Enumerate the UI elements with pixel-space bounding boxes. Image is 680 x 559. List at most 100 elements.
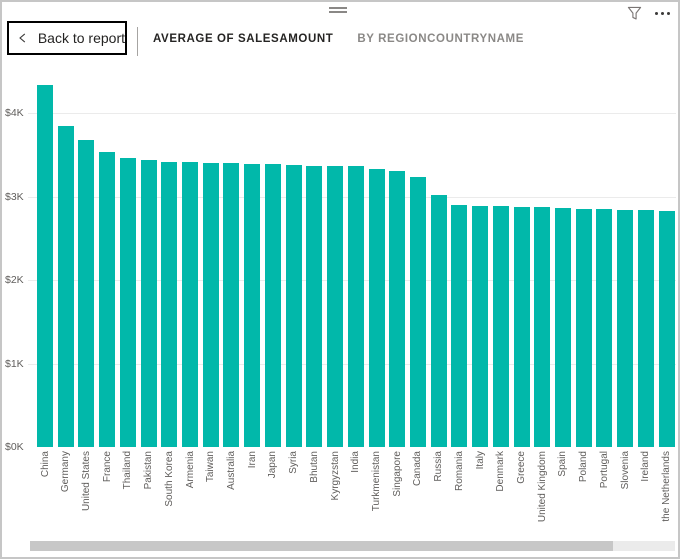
x-axis-label-germany: Germany xyxy=(60,451,72,493)
x-axis-label-the-netherlands: the Netherlands xyxy=(661,451,673,522)
ellipsis-glyph xyxy=(654,11,670,15)
bar-india[interactable] xyxy=(347,166,364,447)
x-axis-label-iran: Iran xyxy=(246,451,258,469)
x-axis-label-romania: Romania xyxy=(453,451,465,492)
x-axis-label-cell: Ireland xyxy=(638,451,654,535)
funnel-glyph xyxy=(627,6,641,19)
x-axis-label-cell: Greece xyxy=(514,451,530,535)
x-axis-label-italy: Italy xyxy=(474,451,486,470)
x-axis-label-kyrgyzstan: Kyrgyzstan xyxy=(329,451,341,501)
x-axis-label-turkmenistan: Turkmenistan xyxy=(371,451,382,512)
filter-icon[interactable] xyxy=(624,4,644,22)
x-axis-label-australia: Australia xyxy=(225,451,237,490)
x-axis-label-cell: Taiwan xyxy=(203,451,219,535)
x-axis-label-taiwan: Taiwan xyxy=(205,451,217,483)
bar-singapore[interactable] xyxy=(389,171,406,447)
bar-china[interactable] xyxy=(37,85,53,447)
bar-south-korea[interactable] xyxy=(161,161,178,447)
bar-portugal[interactable] xyxy=(596,209,613,447)
bar-syria[interactable] xyxy=(285,165,302,447)
bar-taiwan[interactable] xyxy=(202,162,219,447)
bar-canada[interactable] xyxy=(409,176,426,447)
x-axis-label-cell: India xyxy=(348,451,364,535)
x-axis-label-poland: Poland xyxy=(578,451,590,483)
title-divider xyxy=(137,27,138,56)
x-axis-label-spain: Spain xyxy=(557,451,569,477)
more-options-icon[interactable] xyxy=(652,4,672,22)
x-axis-label-united-states: United States xyxy=(80,451,92,512)
x-axis-label-pakistan: Pakistan xyxy=(143,451,155,490)
bar-japan[interactable] xyxy=(264,164,281,447)
drag-handle-icon[interactable] xyxy=(329,7,347,15)
x-axis-label-china: China xyxy=(39,451,51,478)
visual-title: AVERAGE OF SALESAMOUNT BY REGIONCOUNTRYN… xyxy=(153,33,524,45)
x-axis-label-japan: Japan xyxy=(267,451,279,479)
bar-russia[interactable] xyxy=(430,194,447,447)
x-axis-label-cell: Japan xyxy=(265,451,281,535)
gridline-$4K xyxy=(28,113,676,114)
bar-pakistan[interactable] xyxy=(140,160,157,447)
x-axis-label-cell: China xyxy=(37,451,53,535)
horizontal-scrollbar[interactable] xyxy=(30,541,675,551)
bar-france[interactable] xyxy=(99,152,116,447)
bar-armenia[interactable] xyxy=(182,162,199,447)
bar-the-netherlands[interactable] xyxy=(658,211,675,447)
x-axis-label-cell: United Kingdom xyxy=(534,451,550,535)
scrollbar-thumb[interactable] xyxy=(30,541,613,551)
x-axis-label-slovenia: Slovenia xyxy=(619,451,631,490)
y-axis-tick-label: $2K xyxy=(5,274,24,286)
x-axis-label-cell: Russia xyxy=(431,451,447,535)
x-axis-label-south-korea: South Korea xyxy=(163,451,175,507)
x-axis-label-cell: Thailand xyxy=(120,451,136,535)
title-grouping: BY REGIONCOUNTRYNAME xyxy=(357,33,525,45)
x-axis-label-united-kingdom: United Kingdom xyxy=(536,451,548,523)
y-axis-tick-label: $1K xyxy=(5,357,24,370)
x-axis-label-cell: Italy xyxy=(472,451,488,535)
bars-row xyxy=(37,60,675,447)
x-axis-label-cell: Spain xyxy=(555,451,571,535)
bar-iran[interactable] xyxy=(244,163,261,447)
bar-italy[interactable] xyxy=(472,205,489,447)
x-axis-label-cell: Pakistan xyxy=(141,451,157,535)
x-axis-label-portugal: Portugal xyxy=(598,451,610,489)
bar-australia[interactable] xyxy=(223,162,240,447)
x-axis-label-cell: Syria xyxy=(286,451,302,535)
x-axis-label-cell: Canada xyxy=(410,451,426,535)
bar-kyrgyzstan[interactable] xyxy=(327,166,344,447)
x-axis-label-cell: Denmark xyxy=(493,451,509,535)
bar-bhutan[interactable] xyxy=(306,165,323,447)
back-button-label: Back to report xyxy=(37,30,125,46)
x-axis-label-ireland: Ireland xyxy=(640,451,652,482)
x-axis-label-greece: Greece xyxy=(516,451,528,484)
x-axis-label-cell: Armenia xyxy=(182,451,198,535)
bar-spain[interactable] xyxy=(554,208,571,447)
x-axis-label-france: France xyxy=(101,451,113,483)
x-axis-label-cell: the Netherlands xyxy=(659,451,675,535)
bar-poland[interactable] xyxy=(575,208,592,447)
x-axis-label-thailand: Thailand xyxy=(122,451,134,490)
x-axis-label-denmark: Denmark xyxy=(495,451,507,492)
x-axis-label-cell: Poland xyxy=(576,451,592,535)
back-to-report-button[interactable]: Back to report xyxy=(7,21,127,55)
y-axis-tick-label: $3K xyxy=(5,190,24,203)
bar-romania[interactable] xyxy=(451,204,468,447)
chevron-left-icon xyxy=(19,33,26,43)
x-axis-label-cell: Iran xyxy=(244,451,260,535)
bar-turkmenistan[interactable] xyxy=(368,168,385,447)
bar-denmark[interactable] xyxy=(492,206,509,447)
header-actions xyxy=(624,4,672,22)
bar-thailand[interactable] xyxy=(119,158,136,447)
bar-ireland[interactable] xyxy=(637,210,654,447)
bar-slovenia[interactable] xyxy=(617,209,634,447)
bar-united-states[interactable] xyxy=(78,140,95,447)
title-measure: AVERAGE OF SALESAMOUNT xyxy=(153,33,334,45)
x-axis-label-cell: Turkmenistan xyxy=(369,451,385,535)
bar-greece[interactable] xyxy=(513,206,530,447)
x-axis-label-cell: Germany xyxy=(58,451,74,535)
x-axis-label-singapore: Singapore xyxy=(391,451,403,497)
x-axis-label-cell: Slovenia xyxy=(617,451,633,535)
x-axis-label-armenia: Armenia xyxy=(184,451,196,489)
bar-united-kingdom[interactable] xyxy=(534,207,551,447)
bar-germany[interactable] xyxy=(57,125,74,447)
